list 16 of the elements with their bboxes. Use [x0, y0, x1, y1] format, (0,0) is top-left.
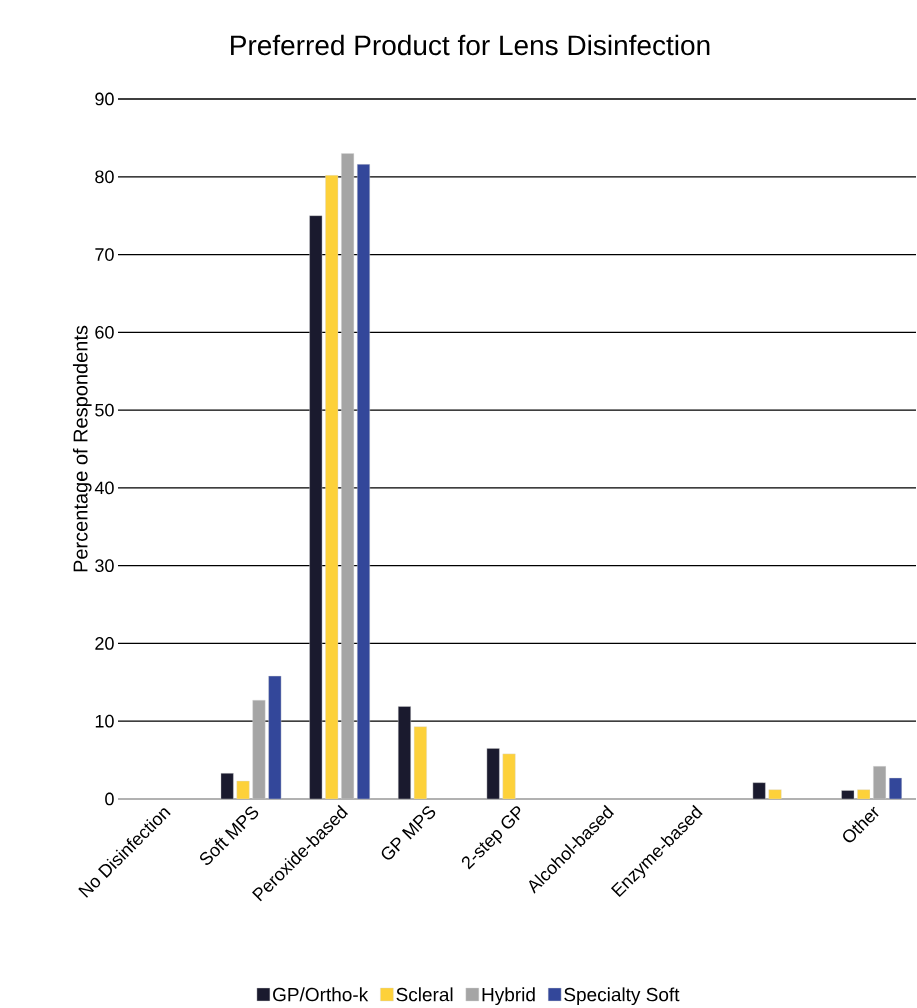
- legend-label: GP/Ortho-k: [273, 987, 369, 1002]
- y-tick-label: 90: [95, 92, 114, 106]
- chart-title: Preferred Product for Lens Disinfection: [231, 34, 710, 56]
- y-tick-label: 10: [95, 714, 114, 728]
- y-tick-label: 20: [95, 637, 114, 650]
- y-tick-label: 50: [95, 403, 114, 417]
- y-axis-title: Percentage of Respondents: [73, 325, 92, 572]
- y-tick-label: 40: [94, 481, 114, 495]
- legend-label: Specialty Soft: [564, 987, 680, 1006]
- y-tick-label: 0: [105, 792, 114, 806]
- y-tick-label: 80: [95, 170, 114, 184]
- y-tick-label: 70: [95, 248, 114, 261]
- legend-label: Hybrid: [482, 987, 535, 1006]
- legend-label: Scleral: [396, 987, 453, 1002]
- y-tick-label: 60: [95, 325, 114, 339]
- y-tick-label: 30: [95, 559, 114, 573]
